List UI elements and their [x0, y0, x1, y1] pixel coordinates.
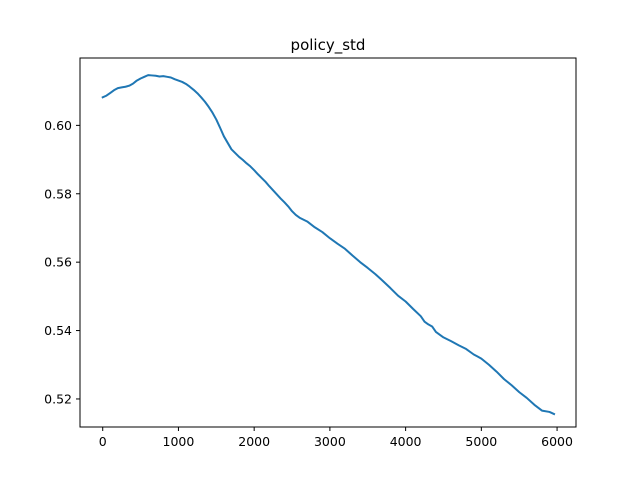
- y-tick-label: 0.52: [44, 391, 72, 406]
- x-tick-label: 6000: [541, 434, 573, 449]
- x-tick-label: 1000: [163, 434, 195, 449]
- y-tick-label: 0.60: [44, 118, 72, 133]
- y-tick-label: 0.54: [44, 323, 72, 338]
- y-tick-label: 0.56: [44, 255, 72, 270]
- x-axis-ticks: 0 1000 2000 3000 4000 5000 6000: [99, 427, 573, 449]
- x-tick-label: 0: [99, 434, 107, 449]
- chart-title: policy_std: [291, 36, 366, 55]
- y-axis-ticks: 0.52 0.54 0.56 0.58 0.60: [44, 118, 80, 406]
- axes-frame: [79, 57, 577, 428]
- x-tick-label: 5000: [465, 434, 497, 449]
- x-tick-label: 2000: [238, 434, 270, 449]
- y-tick-label: 0.58: [44, 186, 72, 201]
- plot-area: [101, 74, 556, 416]
- series-line-policy-std: [101, 74, 556, 416]
- x-tick-label: 4000: [390, 434, 422, 449]
- x-tick-label: 3000: [314, 434, 346, 449]
